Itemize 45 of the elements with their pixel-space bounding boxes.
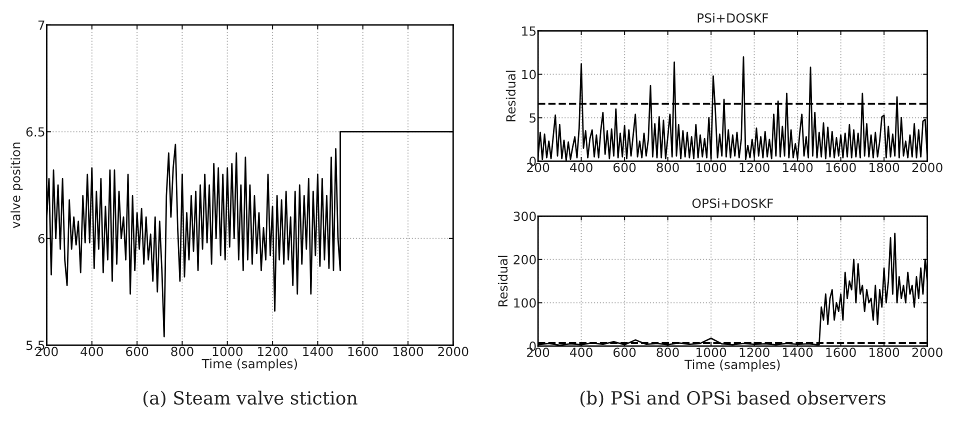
- y-axis-title: Residual: [506, 70, 516, 122]
- x-axis-title: Time (samples): [202, 358, 298, 371]
- x-tick-label: 1000: [212, 346, 242, 356]
- x-tick-label: 1400: [783, 348, 813, 358]
- x-tick-label: 400: [570, 162, 592, 172]
- x-tick-label: 1600: [826, 348, 856, 358]
- y-tick-label: 7: [38, 20, 44, 30]
- x-tick-label: 2000: [912, 162, 942, 172]
- x-tick-label: 800: [656, 162, 679, 172]
- x-tick-label: 1000: [696, 348, 726, 358]
- chart-title: PSi+DOSKF: [698, 13, 768, 23]
- x-tick-label: 1200: [740, 348, 770, 358]
- y-tick-label: 300: [514, 212, 536, 222]
- y-tick-label: 15: [522, 26, 536, 36]
- x-tick-label: 600: [613, 348, 636, 358]
- x-tick-label: 600: [613, 162, 636, 172]
- x-tick-label: 1200: [258, 346, 288, 356]
- x-tick-label: 1600: [826, 162, 856, 172]
- x-tick-label: 1600: [348, 346, 378, 356]
- x-tick-label: 2000: [438, 346, 468, 356]
- chart-title: OPSi+DOSKF: [692, 198, 773, 208]
- x-tick-label: 1200: [740, 162, 770, 172]
- x-tick-label: 1400: [303, 346, 333, 356]
- x-tick-label: 600: [126, 346, 148, 356]
- y-tick-label: 6.5: [26, 127, 44, 137]
- x-tick-label: 1400: [783, 162, 813, 172]
- x-tick-label: 1800: [870, 162, 900, 172]
- x-tick-label: 400: [570, 348, 592, 358]
- x-tick-label: 1800: [393, 346, 424, 356]
- y-tick-label: 100: [514, 298, 536, 308]
- y-tick-label: 5: [530, 113, 536, 123]
- x-tick-label: 2000: [912, 348, 942, 358]
- x-tick-label: 800: [656, 348, 679, 358]
- x-tick-label: 1800: [870, 348, 900, 358]
- x-tick-label: 800: [171, 346, 194, 356]
- text: (b) PSi and OPSi based observers: [580, 390, 886, 408]
- y-axis-title: Residual: [498, 256, 508, 306]
- x-axis-title: Time (samples): [684, 360, 780, 372]
- y-tick-label: 6: [38, 234, 45, 244]
- y-axis-title: valve position: [10, 142, 23, 228]
- y-tick-label: 200: [514, 254, 536, 264]
- y-tick-label: 10: [522, 70, 536, 80]
- x-tick-label: 400: [80, 346, 103, 356]
- x-tick-label: 1000: [696, 162, 726, 172]
- text: (a) Steam valve stiction: [143, 390, 358, 408]
